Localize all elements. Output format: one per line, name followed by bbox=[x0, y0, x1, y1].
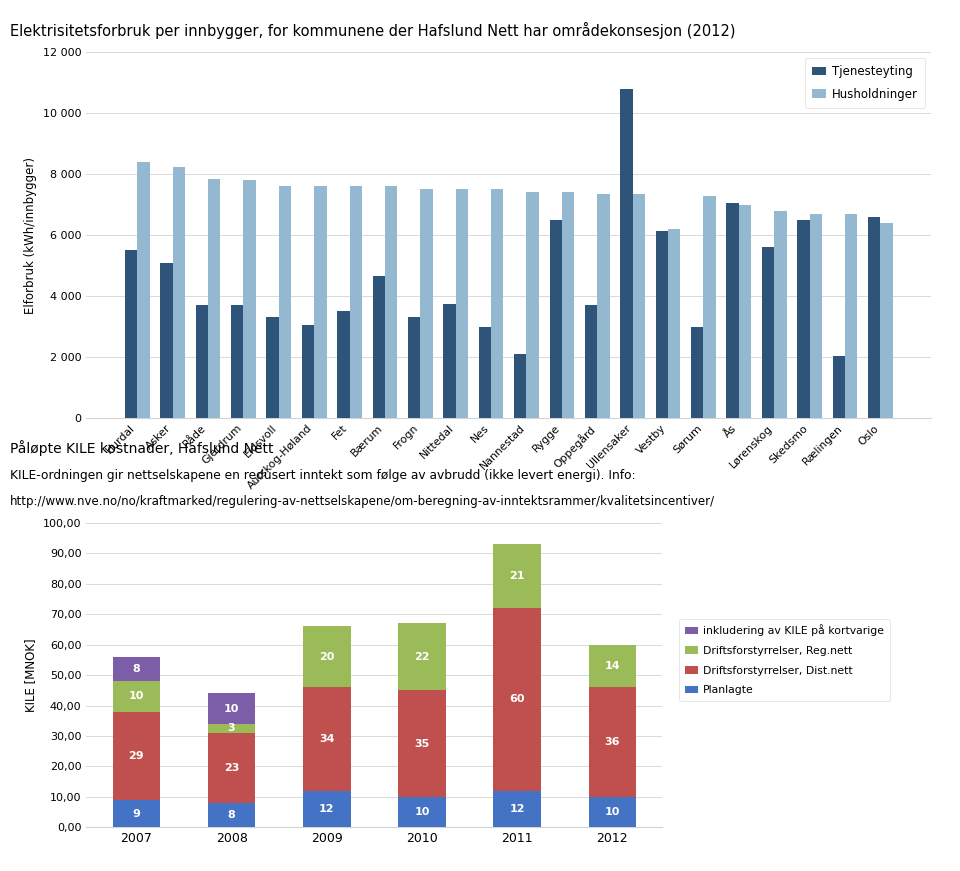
Bar bbox=[704, 196, 716, 418]
Text: 10: 10 bbox=[129, 692, 144, 701]
Bar bbox=[398, 624, 445, 690]
Bar bbox=[809, 214, 822, 418]
Bar bbox=[762, 247, 774, 418]
Bar bbox=[880, 223, 893, 418]
Bar bbox=[278, 186, 291, 418]
Bar bbox=[420, 190, 433, 418]
Bar bbox=[526, 192, 539, 418]
Bar bbox=[337, 312, 349, 418]
Bar bbox=[868, 217, 880, 418]
Bar bbox=[303, 626, 350, 687]
Text: 35: 35 bbox=[415, 739, 430, 748]
Bar bbox=[408, 318, 420, 418]
Text: Elektrisitetsforbruk per innbygger, for kommunene der Hafslund Nett har områdeko: Elektrisitetsforbruk per innbygger, for … bbox=[10, 22, 735, 39]
Text: 34: 34 bbox=[319, 734, 334, 744]
Text: 21: 21 bbox=[510, 571, 525, 581]
Bar bbox=[444, 304, 456, 418]
Text: 10: 10 bbox=[605, 807, 620, 817]
Text: 8: 8 bbox=[228, 810, 235, 820]
Bar bbox=[207, 724, 255, 733]
Bar bbox=[301, 325, 314, 418]
Bar bbox=[633, 194, 645, 418]
Text: 60: 60 bbox=[510, 694, 525, 705]
Bar bbox=[266, 318, 278, 418]
Bar bbox=[231, 306, 244, 418]
Text: 36: 36 bbox=[605, 737, 620, 747]
Bar bbox=[372, 276, 385, 418]
Bar bbox=[493, 544, 541, 608]
Bar bbox=[492, 190, 503, 418]
Text: 12: 12 bbox=[510, 804, 525, 814]
Bar bbox=[739, 205, 752, 418]
Bar bbox=[549, 220, 562, 418]
Text: 20: 20 bbox=[319, 652, 334, 662]
Bar bbox=[515, 354, 526, 418]
Bar bbox=[398, 690, 445, 797]
Bar bbox=[668, 229, 681, 418]
Bar bbox=[398, 797, 445, 827]
Bar bbox=[112, 681, 160, 712]
Bar bbox=[845, 214, 857, 418]
Text: 23: 23 bbox=[224, 763, 239, 773]
Bar bbox=[112, 712, 160, 800]
Bar bbox=[727, 203, 739, 418]
Text: 8: 8 bbox=[132, 664, 140, 674]
Text: 3: 3 bbox=[228, 724, 235, 733]
Bar bbox=[349, 186, 362, 418]
Text: 9: 9 bbox=[132, 809, 140, 819]
Bar bbox=[112, 657, 160, 681]
Bar bbox=[493, 791, 541, 827]
Bar bbox=[385, 186, 397, 418]
Bar bbox=[244, 180, 255, 418]
Bar bbox=[208, 179, 221, 418]
Bar bbox=[691, 327, 704, 418]
Text: 10: 10 bbox=[415, 807, 430, 817]
Text: http://www.nve.no/no/kraftmarked/regulering-av-nettselskapene/om-beregning-av-in: http://www.nve.no/no/kraftmarked/reguler… bbox=[10, 495, 715, 508]
Bar bbox=[797, 220, 809, 418]
Bar bbox=[588, 645, 636, 687]
Bar bbox=[303, 791, 350, 827]
Bar bbox=[585, 306, 597, 418]
Bar bbox=[207, 693, 255, 724]
Bar bbox=[314, 186, 326, 418]
Bar bbox=[196, 306, 208, 418]
Text: 29: 29 bbox=[129, 751, 144, 760]
Text: 14: 14 bbox=[605, 661, 620, 671]
Text: 10: 10 bbox=[224, 704, 239, 713]
Bar bbox=[160, 263, 173, 418]
Bar bbox=[588, 687, 636, 797]
Bar bbox=[207, 803, 255, 827]
Bar bbox=[456, 190, 468, 418]
Bar bbox=[303, 687, 350, 791]
Bar bbox=[656, 231, 668, 418]
Text: KILE-ordningen gir nettselskapene en redusert inntekt som følge av avbrudd (ikke: KILE-ordningen gir nettselskapene en red… bbox=[10, 469, 636, 482]
Legend: Tjenesteyting, Husholdninger: Tjenesteyting, Husholdninger bbox=[805, 58, 925, 108]
Bar bbox=[620, 89, 633, 418]
Bar bbox=[774, 211, 786, 418]
Bar bbox=[125, 251, 137, 418]
Bar bbox=[207, 733, 255, 803]
Y-axis label: KILE [MNOK]: KILE [MNOK] bbox=[25, 638, 37, 712]
Bar bbox=[112, 800, 160, 827]
Bar bbox=[493, 608, 541, 791]
Bar bbox=[562, 192, 574, 418]
Legend: inkludering av KILE på kortvarige, Driftsforstyrrelser, Reg.nett, Driftsforstyrr: inkludering av KILE på kortvarige, Drift… bbox=[680, 618, 890, 701]
Bar bbox=[479, 327, 492, 418]
Bar bbox=[832, 355, 845, 418]
Bar bbox=[173, 166, 185, 418]
Bar bbox=[588, 797, 636, 827]
Text: 22: 22 bbox=[415, 652, 430, 662]
Y-axis label: Elforbruk (kWh/innbygger): Elforbruk (kWh/innbygger) bbox=[24, 157, 37, 314]
Bar bbox=[137, 162, 150, 418]
Text: Påløpte KILE kostnader, Hafslund Nett: Påløpte KILE kostnader, Hafslund Nett bbox=[10, 440, 273, 456]
Bar bbox=[597, 194, 610, 418]
Text: 12: 12 bbox=[319, 804, 334, 814]
